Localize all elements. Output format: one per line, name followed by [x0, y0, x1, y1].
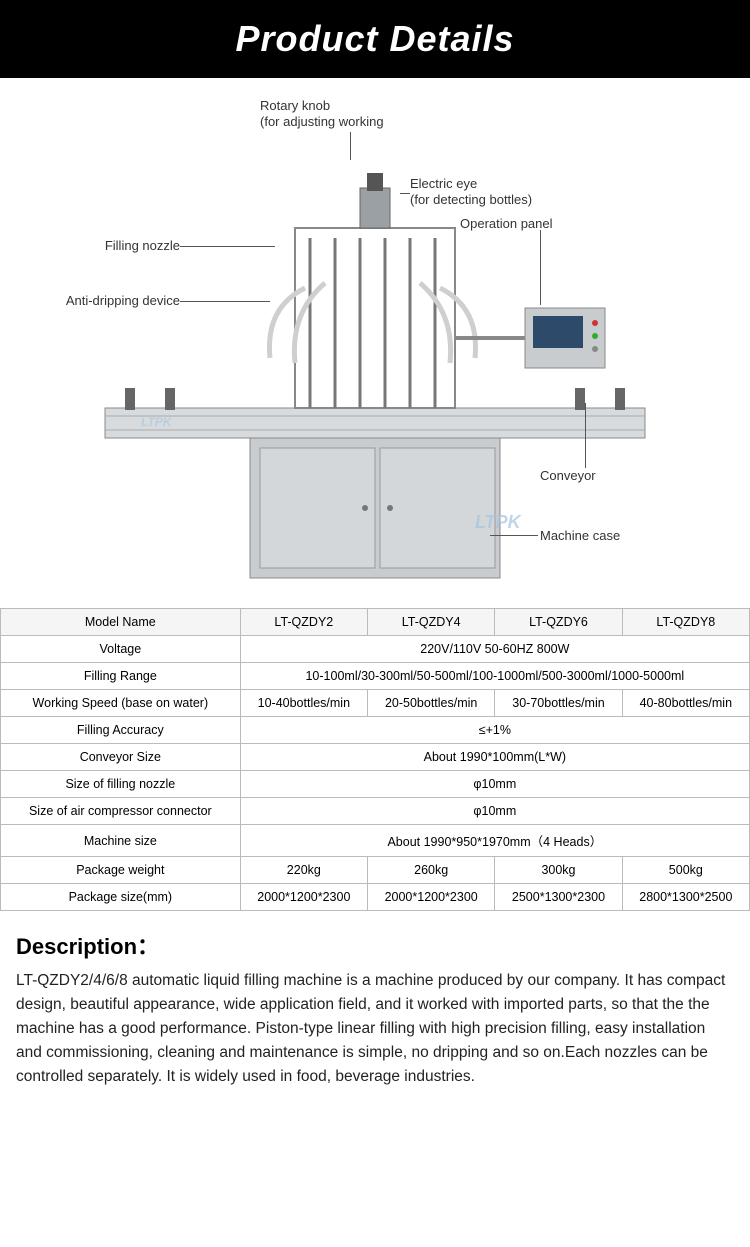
table-header-row: Model NameLT-QZDY2LT-QZDY4LT-QZDY6LT-QZD…: [1, 609, 750, 636]
row-value-cell: ≤+1%: [240, 717, 749, 744]
table-row: Voltage220V/110V 50-60HZ 800W: [1, 636, 750, 663]
row-value-cell: 2800*1300*2500: [622, 884, 749, 911]
table-row: Size of filling nozzleφ10mm: [1, 771, 750, 798]
row-value-cell: 2000*1200*2300: [368, 884, 495, 911]
row-value-cell: 10-40bottles/min: [240, 690, 367, 717]
table-row: Package weight220kg260kg300kg500kg: [1, 857, 750, 884]
row-label-cell: Size of filling nozzle: [1, 771, 241, 798]
callout-rotary-knob: Rotary knob (for adjusting working: [260, 98, 384, 129]
row-label-cell: Conveyor Size: [1, 744, 241, 771]
row-value-cell: About 1990*950*1970mm（4 Heads）: [240, 825, 749, 857]
row-value-cell: 220V/110V 50-60HZ 800W: [240, 636, 749, 663]
row-label-cell: Filling Range: [1, 663, 241, 690]
row-label-cell: Package size(mm): [1, 884, 241, 911]
table-row: Size of air compressor connectorφ10mm: [1, 798, 750, 825]
description-title: Description：: [16, 929, 734, 961]
callout-electric-eye: Electric eye (for detecting bottles): [410, 176, 532, 207]
description-body: LT-QZDY2/4/6/8 automatic liquid filling …: [16, 969, 734, 1089]
table-row: Working Speed (base on water)10-40bottle…: [1, 690, 750, 717]
row-label-cell: Machine size: [1, 825, 241, 857]
table-row: Package size(mm)2000*1200*23002000*1200*…: [1, 884, 750, 911]
model-header-cell: LT-QZDY8: [622, 609, 749, 636]
table-row: Machine sizeAbout 1990*950*1970mm（4 Head…: [1, 825, 750, 857]
model-header-cell: LT-QZDY2: [240, 609, 367, 636]
callout-anti-dripping: Anti-dripping device: [30, 293, 180, 309]
row-value-cell: 2500*1300*2300: [495, 884, 622, 911]
row-value-cell: 500kg: [622, 857, 749, 884]
row-value-cell: 40-80bottles/min: [622, 690, 749, 717]
callout-text: Conveyor: [540, 468, 596, 483]
table-row: Filling Range10-100ml/30-300ml/50-500ml/…: [1, 663, 750, 690]
header-label-cell: Model Name: [1, 609, 241, 636]
row-value-cell: φ10mm: [240, 798, 749, 825]
description-section: Description： LT-QZDY2/4/6/8 automatic li…: [0, 911, 750, 1113]
row-value-cell: 220kg: [240, 857, 367, 884]
callout-text: Rotary knob: [260, 98, 384, 114]
callout-text: Operation panel: [460, 216, 553, 231]
callout-conveyor: Conveyor: [540, 468, 596, 484]
callout-filling-nozzle: Filling nozzle: [80, 238, 180, 254]
row-value-cell: About 1990*100mm(L*W): [240, 744, 749, 771]
row-value-cell: 20-50bottles/min: [368, 690, 495, 717]
svg-text:LTPK: LTPK: [475, 512, 523, 532]
row-value-cell: 2000*1200*2300: [240, 884, 367, 911]
row-value-cell: 300kg: [495, 857, 622, 884]
row-value-cell: 10-100ml/30-300ml/50-500ml/100-1000ml/50…: [240, 663, 749, 690]
row-label-cell: Voltage: [1, 636, 241, 663]
table-row: Conveyor SizeAbout 1990*100mm(L*W): [1, 744, 750, 771]
page-header: Product Details: [0, 0, 750, 78]
machine-illustration: LTPK LTPK: [95, 158, 655, 588]
row-label-cell: Size of air compressor connector: [1, 798, 241, 825]
callout-operation-panel: Operation panel: [460, 216, 553, 232]
page-title: Product Details: [235, 18, 514, 59]
model-header-cell: LT-QZDY4: [368, 609, 495, 636]
callout-text: Electric eye: [410, 176, 532, 192]
product-diagram: LTPK LTPK Rotary knob (for adjusting wor…: [30, 98, 720, 598]
callout-text: (for detecting bottles): [410, 192, 532, 208]
table-row: Filling Accuracy≤+1%: [1, 717, 750, 744]
row-value-cell: φ10mm: [240, 771, 749, 798]
row-label-cell: Filling Accuracy: [1, 717, 241, 744]
spec-table: Model NameLT-QZDY2LT-QZDY4LT-QZDY6LT-QZD…: [0, 608, 750, 911]
row-value-cell: 260kg: [368, 857, 495, 884]
row-label-cell: Working Speed (base on water): [1, 690, 241, 717]
row-value-cell: 30-70bottles/min: [495, 690, 622, 717]
row-label-cell: Package weight: [1, 857, 241, 884]
model-header-cell: LT-QZDY6: [495, 609, 622, 636]
callout-text: Anti-dripping device: [66, 293, 180, 308]
callout-text: Filling nozzle: [105, 238, 180, 253]
callout-text: (for adjusting working: [260, 114, 384, 130]
callout-machine-case: Machine case: [540, 528, 620, 544]
svg-text:LTPK: LTPK: [141, 415, 173, 429]
callout-text: Machine case: [540, 528, 620, 543]
